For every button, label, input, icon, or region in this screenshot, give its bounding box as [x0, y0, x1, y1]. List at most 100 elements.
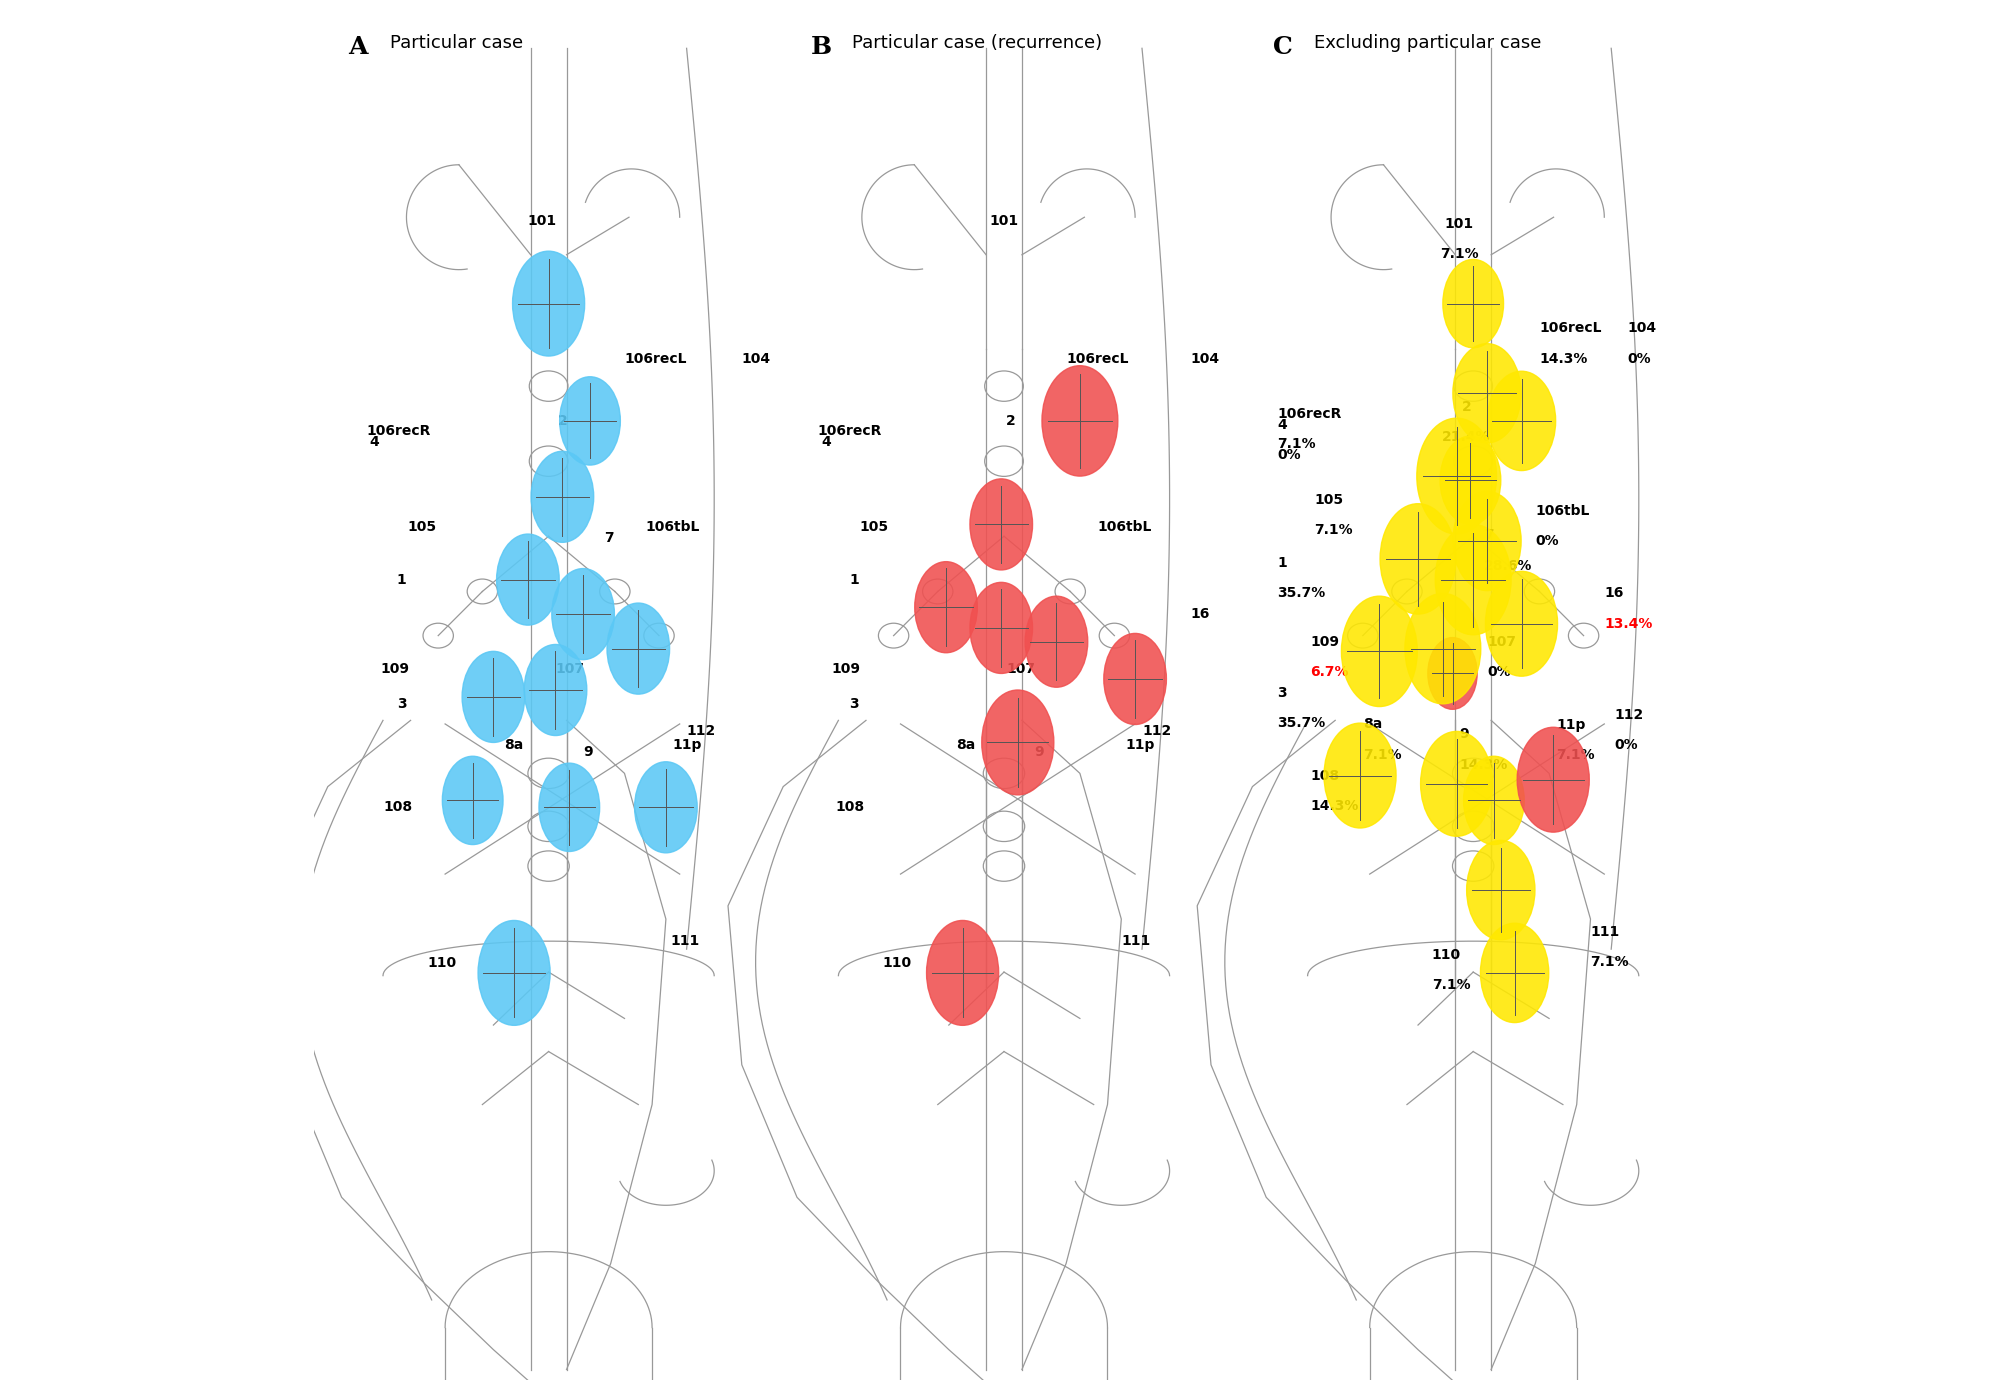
Ellipse shape	[634, 762, 696, 853]
Ellipse shape	[496, 534, 558, 625]
Text: 14.3%: 14.3%	[1539, 352, 1588, 366]
Text: 7.1%: 7.1%	[1590, 955, 1628, 969]
Text: 8a: 8a	[504, 738, 524, 752]
Text: 106tbL: 106tbL	[1098, 520, 1152, 534]
Text: 7: 7	[1483, 529, 1493, 542]
Ellipse shape	[524, 644, 586, 736]
Text: 108: 108	[835, 800, 865, 814]
Text: Particular case (recurrence): Particular case (recurrence)	[851, 34, 1102, 52]
Ellipse shape	[538, 763, 600, 851]
Ellipse shape	[1405, 593, 1479, 704]
Ellipse shape	[1443, 259, 1503, 348]
Text: 101: 101	[528, 214, 556, 228]
Text: 104: 104	[741, 352, 771, 366]
Ellipse shape	[462, 651, 524, 742]
Text: 4: 4	[369, 435, 379, 448]
Ellipse shape	[1379, 504, 1455, 614]
Text: 21.4%: 21.4%	[1441, 431, 1489, 444]
Text: 8a: 8a	[955, 738, 975, 752]
Text: 0%: 0%	[1276, 448, 1301, 462]
Text: B: B	[811, 34, 831, 58]
Ellipse shape	[969, 479, 1032, 570]
Text: 106recL: 106recL	[624, 352, 686, 366]
Text: 106recR: 106recR	[817, 424, 881, 437]
Text: A: A	[349, 34, 367, 58]
Ellipse shape	[478, 920, 550, 1025]
Ellipse shape	[1427, 638, 1477, 709]
Text: 110: 110	[883, 956, 911, 970]
Text: 106recL: 106recL	[1539, 322, 1602, 335]
Text: 106recL: 106recL	[1066, 352, 1128, 366]
Text: 107: 107	[556, 662, 584, 676]
Ellipse shape	[606, 603, 668, 694]
Text: 110: 110	[1431, 948, 1461, 962]
Text: 1: 1	[1276, 556, 1286, 570]
Text: 7.1%: 7.1%	[1315, 523, 1353, 537]
Text: 1: 1	[849, 573, 859, 586]
Ellipse shape	[560, 377, 620, 465]
Text: 9: 9	[1034, 745, 1044, 759]
Text: 2: 2	[1006, 414, 1016, 428]
Text: 111: 111	[1590, 925, 1620, 938]
Ellipse shape	[442, 756, 504, 845]
Text: 11p: 11p	[672, 738, 702, 752]
Ellipse shape	[1419, 731, 1491, 836]
Text: 16: 16	[1190, 607, 1208, 621]
Ellipse shape	[530, 451, 594, 542]
Ellipse shape	[1453, 491, 1521, 591]
Ellipse shape	[1465, 840, 1533, 940]
Ellipse shape	[981, 690, 1054, 795]
Text: 105: 105	[1315, 493, 1343, 506]
Text: 16: 16	[1604, 586, 1624, 600]
Text: 110: 110	[427, 956, 456, 970]
Text: 101: 101	[1445, 217, 1473, 230]
Text: C: C	[1272, 34, 1293, 58]
Ellipse shape	[1042, 366, 1118, 476]
Text: 108: 108	[383, 800, 411, 814]
Text: 0%: 0%	[1628, 352, 1650, 366]
Text: 3: 3	[397, 697, 405, 711]
Text: 4: 4	[821, 435, 831, 448]
Text: 7.1%: 7.1%	[1439, 247, 1477, 261]
Text: 104: 104	[1628, 322, 1656, 335]
Text: 106tbL: 106tbL	[1535, 504, 1590, 518]
Ellipse shape	[969, 582, 1032, 673]
Ellipse shape	[512, 251, 584, 356]
Text: 13.4%: 13.4%	[1604, 617, 1652, 631]
Text: 106recR: 106recR	[365, 424, 432, 437]
Text: 112: 112	[1142, 724, 1170, 738]
Text: 8a: 8a	[1363, 718, 1381, 731]
Ellipse shape	[1439, 436, 1499, 524]
Ellipse shape	[1453, 344, 1521, 443]
Ellipse shape	[1517, 727, 1588, 832]
Text: 0%: 0%	[1614, 738, 1638, 752]
Text: 109: 109	[831, 662, 861, 676]
Text: 35.7%: 35.7%	[1276, 586, 1325, 600]
Text: 7.1%: 7.1%	[1555, 748, 1594, 762]
Text: 6.7%: 6.7%	[1311, 665, 1349, 679]
Text: 2: 2	[558, 414, 568, 428]
Text: 105: 105	[407, 520, 438, 534]
Text: 7.1%: 7.1%	[1276, 437, 1315, 451]
Text: 109: 109	[1311, 635, 1339, 649]
Ellipse shape	[1463, 756, 1523, 845]
Ellipse shape	[915, 562, 977, 653]
Text: 112: 112	[1614, 708, 1642, 722]
Text: 7: 7	[604, 531, 612, 545]
Ellipse shape	[1485, 571, 1557, 676]
Ellipse shape	[925, 920, 997, 1025]
Text: 28.6%: 28.6%	[1483, 559, 1531, 573]
Text: 105: 105	[859, 520, 887, 534]
Text: 112: 112	[686, 724, 714, 738]
Text: 101: 101	[989, 214, 1018, 228]
Text: 111: 111	[670, 934, 698, 948]
Text: 104: 104	[1190, 352, 1218, 366]
Text: 14.3%: 14.3%	[1311, 799, 1359, 813]
Text: 7.1%: 7.1%	[1363, 748, 1401, 762]
Text: Particular case: Particular case	[389, 34, 522, 52]
Text: 7.1%: 7.1%	[1431, 978, 1469, 992]
Ellipse shape	[1323, 723, 1395, 828]
Text: 14.3%: 14.3%	[1459, 758, 1507, 771]
Text: 3: 3	[849, 697, 859, 711]
Text: 9: 9	[582, 745, 592, 759]
